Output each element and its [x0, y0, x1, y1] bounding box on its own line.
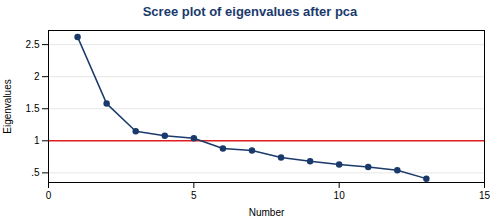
svg-text:2: 2 — [34, 71, 40, 82]
svg-text:1: 1 — [34, 135, 40, 146]
html-text:Scree plot of eigenvalues afte: Scree plot of eigenvalues after pca — [142, 4, 358, 19]
svg-text:10: 10 — [334, 190, 346, 201]
svg-text:2.5: 2.5 — [26, 39, 40, 50]
svg-text:15: 15 — [479, 190, 491, 201]
svg-text:Eigenvalues: Eigenvalues — [2, 79, 13, 133]
svg-text:5: 5 — [191, 190, 197, 201]
svg-text:.5: .5 — [31, 167, 40, 178]
svg-text:Number: Number — [249, 207, 285, 218]
svg-text:0: 0 — [46, 190, 52, 201]
svg-text:1.5: 1.5 — [26, 103, 40, 114]
